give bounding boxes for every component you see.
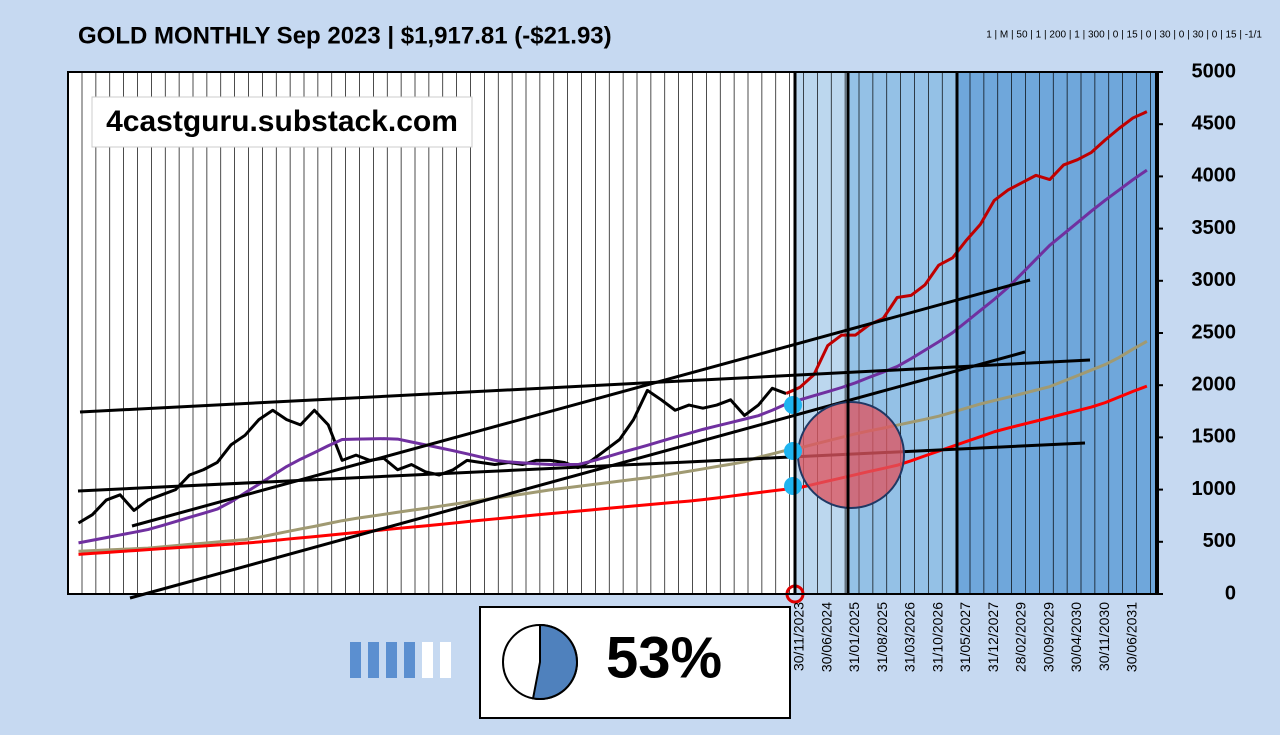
annotation: 4castguru.substack.com xyxy=(106,105,458,138)
x-tick-label: 30/06/2031 xyxy=(1124,602,1140,672)
strength-bar xyxy=(350,642,361,678)
strength-bar xyxy=(440,642,451,678)
y-tick-label: 4000 xyxy=(1192,165,1237,187)
y-tick-label: 2000 xyxy=(1192,373,1237,395)
x-tick-label: 31/01/2025 xyxy=(846,602,862,672)
x-tick-label: 31/10/2026 xyxy=(929,602,945,672)
gauge-label: 53% xyxy=(606,625,722,690)
chart-title: GOLD MONTHLY Sep 2023 | $1,917.81 (-$21.… xyxy=(78,22,612,49)
trend-line xyxy=(77,441,1086,493)
x-tick-label: 28/02/2029 xyxy=(1013,602,1029,672)
pie xyxy=(531,623,578,700)
y-tick-label: 1500 xyxy=(1192,426,1237,448)
x-tick-label: 30/11/2030 xyxy=(1096,602,1112,671)
marker-dot xyxy=(784,396,802,414)
x-tick-label: 31/12/2027 xyxy=(985,602,1001,672)
x-tick-label: 31/03/2026 xyxy=(902,602,918,672)
x-tick-label: 30/06/2024 xyxy=(818,602,834,672)
strength-bars xyxy=(350,642,451,678)
trend-line xyxy=(129,350,1026,600)
y-tick-label: 500 xyxy=(1203,530,1236,552)
forecast-zone-3 xyxy=(957,72,1157,594)
y-tick-label: 1000 xyxy=(1192,478,1237,500)
x-tick-label: 31/05/2027 xyxy=(957,602,973,672)
forecast-zone-2 xyxy=(848,72,957,594)
trend-line xyxy=(131,278,1031,528)
x-tick-label: 31/08/2025 xyxy=(874,602,890,672)
x-tick-label: 30/11/2023 xyxy=(791,602,807,671)
x-grid xyxy=(81,72,1151,594)
marker-dot xyxy=(784,477,802,495)
subtitle: 1 | M | 50 | 1 | 200 | 1 | 300 | 0 | 15 … xyxy=(986,30,1262,41)
annotation-box xyxy=(91,96,473,148)
y-tick-label: 2500 xyxy=(1192,321,1237,343)
target-circle xyxy=(797,401,905,509)
y-tick-label: 4500 xyxy=(1192,112,1237,134)
trend-line xyxy=(79,358,1091,414)
x-tick-label: 30/04/2030 xyxy=(1068,602,1084,672)
x-tick-label: 30/09/2029 xyxy=(1040,602,1056,672)
strength-bar xyxy=(404,642,415,678)
series-line xyxy=(78,384,1148,556)
strength-bar xyxy=(386,642,397,678)
trend-lines xyxy=(77,278,1091,600)
series-line xyxy=(785,110,1148,395)
strength-bar xyxy=(422,642,433,678)
series-line xyxy=(78,168,1148,545)
plot xyxy=(77,110,1148,556)
series-line xyxy=(78,340,1148,553)
pie-slice xyxy=(531,623,578,700)
marker-dot xyxy=(784,442,802,460)
y-tick-label: 3000 xyxy=(1192,269,1237,291)
y-tick-label: 0 xyxy=(1225,582,1236,604)
strength-bar xyxy=(368,642,379,678)
y-tick-label: 5000 xyxy=(1192,60,1237,82)
y-tick-label: 3500 xyxy=(1192,217,1237,239)
